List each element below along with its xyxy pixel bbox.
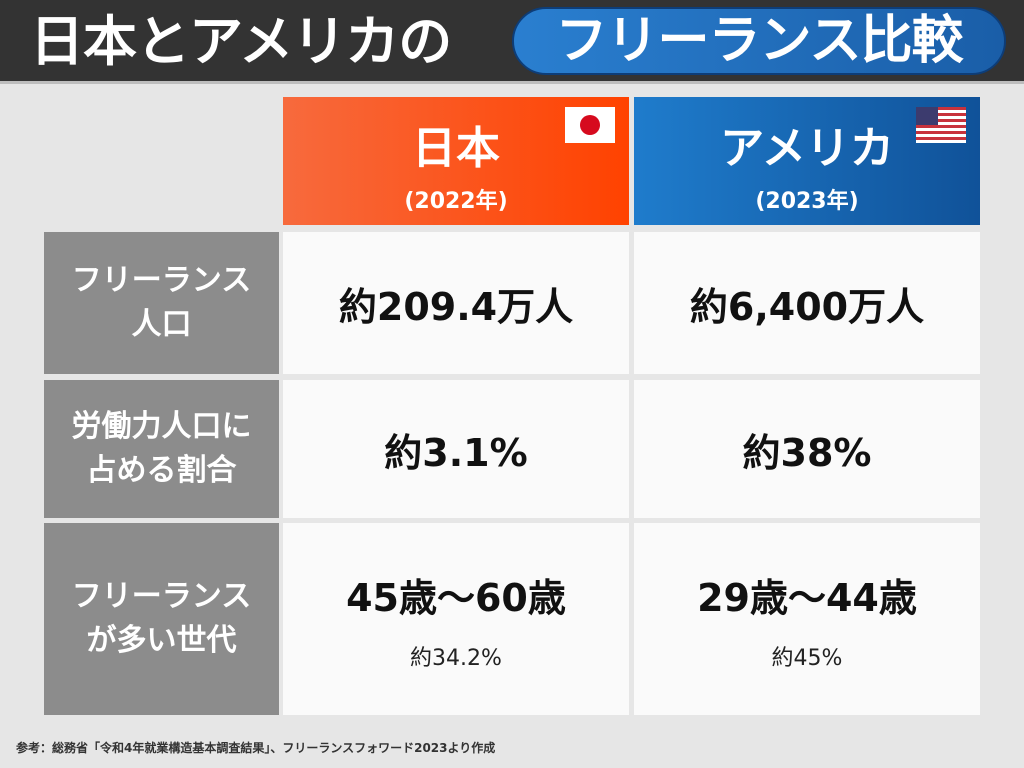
cell-value: 約209.4万人 [338, 284, 574, 329]
label-line: が多い世代 [86, 623, 237, 658]
label-line: 人口 [131, 307, 192, 342]
label-line: 占める割合 [86, 453, 237, 488]
cell-subvalue: 約34.2% [410, 645, 502, 671]
column-name: 日本 [412, 123, 500, 174]
column-name: アメリカ [720, 123, 894, 174]
row-label-population: フリーランス 人口 [44, 232, 279, 374]
column-header-usa: アメリカ (2023年) [634, 97, 980, 225]
cell-usa-share: 約38% [634, 380, 980, 518]
column-year: (2022年) [404, 189, 508, 214]
cell-value: 約6,400万人 [689, 284, 925, 329]
cell-usa-generation: 29歳〜44歳約45% [634, 523, 980, 715]
title-bar: 日本とアメリカの フリーランス比較 [0, 0, 1024, 84]
label-line: フリーランス [71, 263, 252, 298]
cell-subvalue: 約45% [771, 645, 843, 671]
japan-flag-icon [565, 107, 615, 143]
cell-japan-population: 約209.4万人 [283, 232, 629, 374]
cell-japan-share: 約3.1% [283, 380, 629, 518]
cell-value: 約38% [742, 430, 872, 475]
title-highlight: フリーランス比較 [512, 7, 1006, 75]
source-note: 参考：総務省「令和4年就業構造基本調査結果」、フリーランスフォワード2023より… [16, 741, 496, 755]
cell-value: 29歳〜44歳 [697, 575, 917, 620]
label-line: 労働力人口に [71, 409, 252, 444]
column-year: (2023年) [755, 189, 859, 214]
row-label-share: 労働力人口に 占める割合 [44, 380, 279, 518]
cell-japan-generation: 45歳〜60歳約34.2% [283, 523, 629, 715]
cell-usa-population: 約6,400万人 [634, 232, 980, 374]
cell-value: 約3.1% [384, 430, 528, 475]
cell-value: 45歳〜60歳 [346, 575, 566, 620]
column-header-japan: 日本 (2022年) [283, 97, 629, 225]
row-label-generation: フリーランス が多い世代 [44, 523, 279, 715]
us-flag-icon [916, 107, 966, 143]
page-title: 日本とアメリカの [30, 10, 452, 73]
label-line: フリーランス [71, 579, 252, 614]
